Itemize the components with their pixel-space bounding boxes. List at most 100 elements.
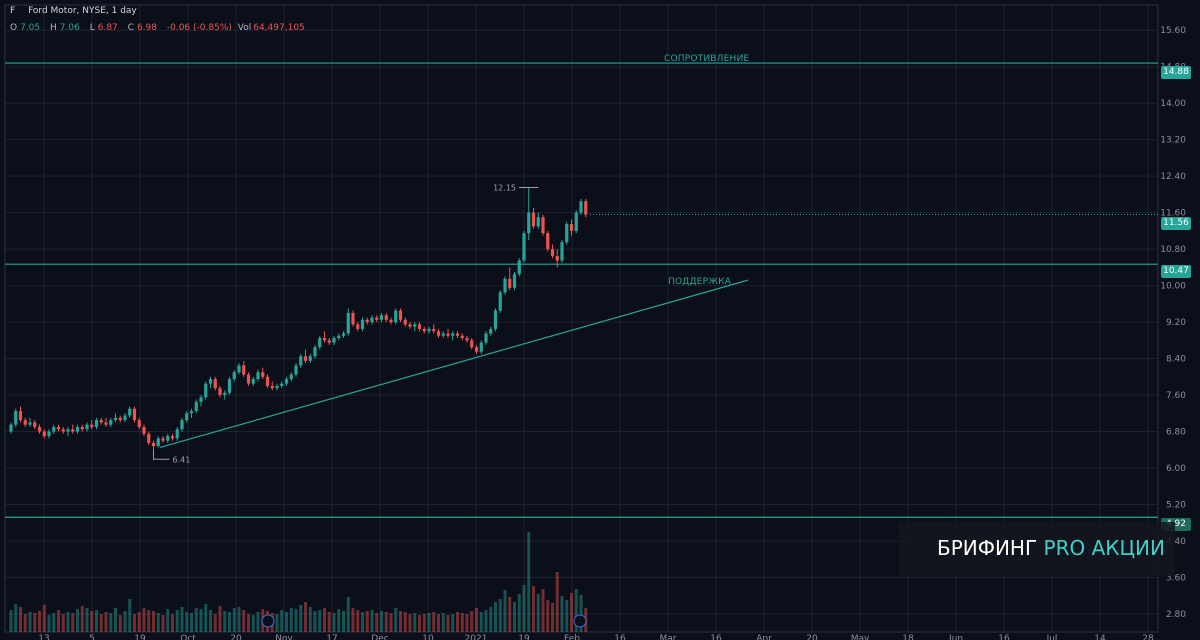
volume-bar <box>95 610 98 632</box>
volume-bar <box>403 612 407 632</box>
volume-bar <box>375 613 379 632</box>
y-tick-label: 2.80 <box>1166 610 1186 620</box>
volume-bar <box>560 596 564 632</box>
volume-bar <box>19 607 22 632</box>
volume-bar <box>327 612 331 632</box>
volume-bar <box>152 611 155 632</box>
candle-body <box>42 431 46 437</box>
volume-bar <box>47 615 51 632</box>
volume-bar <box>99 614 103 632</box>
candle-body <box>303 356 308 361</box>
candle-body <box>9 424 13 432</box>
candle-body <box>550 249 555 256</box>
candle-body <box>85 424 89 430</box>
candle-body <box>541 217 545 234</box>
volume-bar <box>437 614 440 632</box>
high-value: 7.06 <box>59 23 80 33</box>
candle-body <box>261 372 265 377</box>
candle-body <box>37 426 42 432</box>
volume-bar <box>517 594 521 632</box>
volume-bar <box>308 607 312 632</box>
candle-layer <box>9 187 588 450</box>
volume-bar <box>441 613 445 632</box>
volume-bar <box>104 612 108 632</box>
volume-bar <box>223 611 227 632</box>
plot-border <box>4 4 1159 633</box>
x-tick-label: 19 <box>134 634 146 640</box>
x-tick-label: 19 <box>518 634 530 640</box>
volume-layer <box>9 532 588 632</box>
candle-body <box>365 319 369 323</box>
candle-body <box>156 438 160 447</box>
low-marker-line <box>153 449 170 460</box>
volume-bar <box>180 607 184 632</box>
low-value: 6.87 <box>97 23 118 33</box>
candle-body <box>346 312 350 334</box>
ohlc-legend: O 7.05 H 7.06 L 6.87 C 6.98 -0.06 (-0.85%) V… <box>10 23 308 33</box>
candle-body <box>422 328 426 332</box>
candle-body <box>265 376 270 386</box>
volume-bar <box>42 605 46 632</box>
candle-body <box>256 372 260 380</box>
candle-body <box>389 319 393 323</box>
candle-body <box>441 333 445 336</box>
candle-body <box>94 420 99 427</box>
volume-bar <box>14 604 18 632</box>
volume-bar <box>494 602 497 632</box>
candle-body <box>327 340 331 343</box>
volume-bar <box>90 611 94 632</box>
volume-bar <box>109 613 113 632</box>
candle-body <box>56 426 61 430</box>
volume-bar <box>57 610 60 632</box>
candle-body <box>546 233 550 250</box>
candle-body <box>52 426 56 432</box>
candle-body <box>584 201 588 215</box>
volume-bar <box>456 612 459 632</box>
candle-body <box>161 438 165 441</box>
candle-body <box>223 392 227 396</box>
volume-bar <box>541 589 545 632</box>
volume-bar <box>38 611 41 632</box>
volume-bar <box>470 611 474 632</box>
volume-bar <box>80 606 84 632</box>
candle-body <box>232 372 236 380</box>
level-layer <box>5 62 1158 518</box>
candle-body <box>479 342 483 352</box>
candle-body <box>199 397 203 402</box>
candle-body <box>251 379 255 384</box>
y-tick-label: 9.20 <box>1166 318 1186 328</box>
volume-bar <box>484 610 488 632</box>
candle-body <box>218 388 222 396</box>
volume-bar <box>389 613 393 632</box>
candle-body <box>213 379 217 389</box>
candle-body <box>408 324 412 327</box>
volume-bar <box>33 613 37 632</box>
resistance-price-tag: 14.88 <box>1161 66 1191 79</box>
candle-body <box>436 331 441 336</box>
x-tick-label: 20 <box>806 634 818 640</box>
y-tick-label: 14.00 <box>1160 99 1186 109</box>
candle-body <box>531 212 536 227</box>
volume-bar <box>313 611 317 632</box>
candle-body <box>460 335 464 339</box>
volume-bar <box>498 599 502 632</box>
volume-bar <box>508 597 512 632</box>
candle-body <box>379 315 384 320</box>
volume-bar <box>399 611 402 632</box>
candle-body <box>512 274 517 288</box>
brand-name: БРИФИНГ <box>937 536 1038 560</box>
candle-body <box>185 413 189 421</box>
volume-bar <box>479 612 483 632</box>
volume-bar <box>166 609 170 632</box>
candle-body <box>332 338 336 343</box>
candle-body <box>318 338 322 348</box>
x-tick-label: 14 <box>1094 634 1106 640</box>
close-label: C <box>127 23 134 33</box>
volume-bar <box>318 610 322 632</box>
candle-body <box>394 310 398 323</box>
candle-body <box>427 328 431 332</box>
candle-body <box>465 338 469 341</box>
y-tick-label: 3.60 <box>1166 573 1186 583</box>
x-tick-label: May <box>851 634 870 640</box>
y-tick-label: 10.80 <box>1160 245 1186 255</box>
